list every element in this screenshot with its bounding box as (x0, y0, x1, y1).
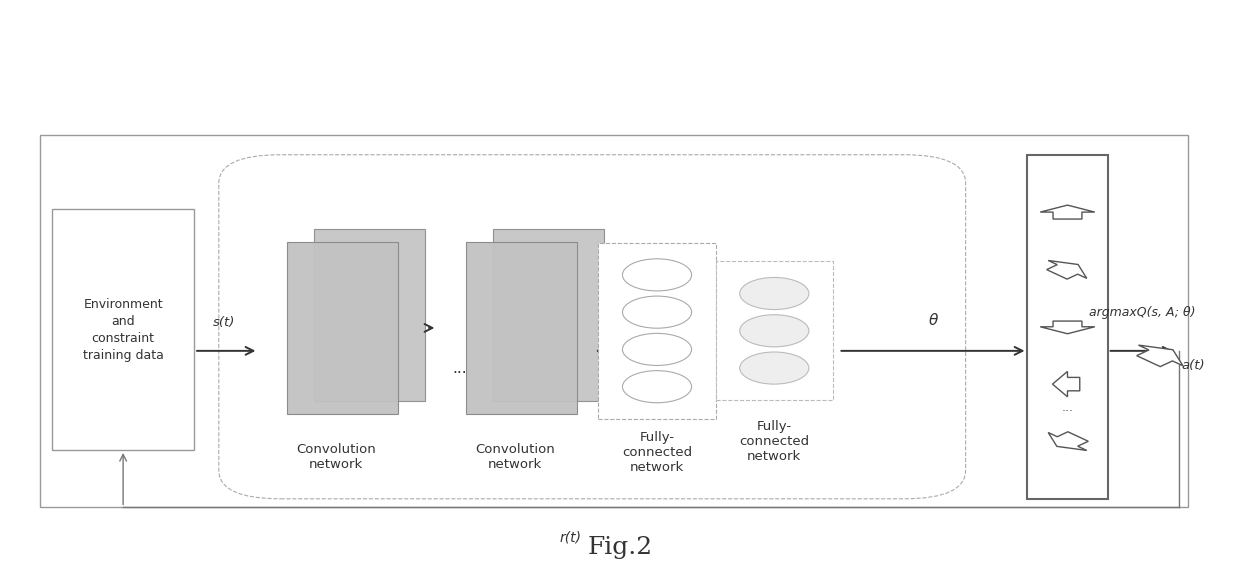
Text: Fig.2: Fig.2 (588, 536, 652, 559)
Circle shape (622, 371, 692, 403)
Text: r(t): r(t) (559, 530, 582, 544)
Bar (466, 242, 577, 414)
Text: Environment
and
constraint
training data: Environment and constraint training data (83, 298, 164, 362)
Polygon shape (1053, 372, 1080, 397)
Text: Convolution
network: Convolution network (475, 442, 556, 471)
Circle shape (622, 296, 692, 328)
Bar (492, 229, 604, 401)
Text: s(t): s(t) (212, 316, 236, 329)
Text: ...: ... (453, 361, 466, 376)
Circle shape (622, 334, 692, 365)
Circle shape (740, 277, 808, 310)
Text: ...: ... (1061, 401, 1074, 413)
Bar (314, 229, 425, 401)
FancyBboxPatch shape (715, 261, 833, 400)
Circle shape (740, 352, 808, 384)
Circle shape (740, 315, 808, 347)
Text: Fully-
connected
network: Fully- connected network (739, 420, 810, 463)
Text: argmaxQ(s, A; θ): argmaxQ(s, A; θ) (1089, 306, 1195, 320)
Text: Convolution
network: Convolution network (296, 442, 376, 471)
Text: Fully-
connected
network: Fully- connected network (622, 431, 692, 474)
Bar (286, 242, 398, 414)
Polygon shape (1040, 321, 1095, 334)
Circle shape (622, 259, 692, 291)
Polygon shape (1048, 432, 1089, 450)
Polygon shape (1047, 261, 1086, 279)
Polygon shape (1137, 345, 1183, 367)
Text: θ: θ (929, 313, 937, 328)
Text: a(t): a(t) (1182, 360, 1205, 372)
FancyBboxPatch shape (598, 243, 715, 419)
Polygon shape (1040, 205, 1095, 219)
